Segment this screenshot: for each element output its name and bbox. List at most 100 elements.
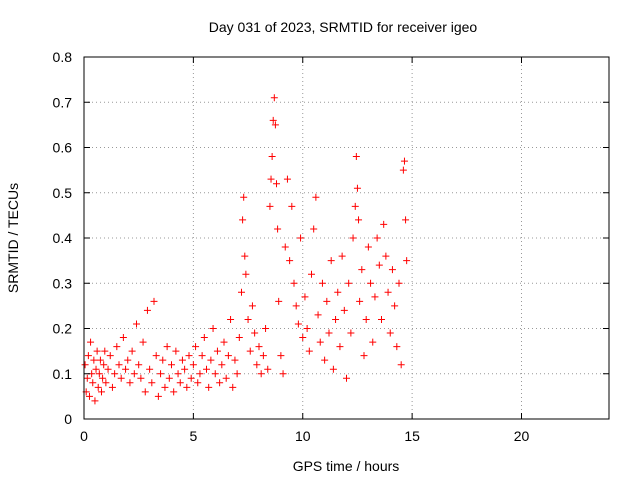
data-point [290,279,298,287]
data-point [174,370,182,378]
data-point [200,334,208,342]
data-point [294,320,302,328]
data-point [270,94,278,102]
data-point [227,315,235,323]
data-point [239,216,247,224]
data-point [216,379,224,387]
data-point [231,356,239,364]
data-point [154,392,162,400]
data-point [391,302,399,310]
data-point [345,279,353,287]
data-point [89,379,97,387]
data-point [269,116,277,124]
data-point [170,388,178,396]
data-point [266,202,274,210]
data-point [117,374,125,382]
data-point [301,293,309,301]
data-point [87,338,95,346]
y-tick-label: 0.8 [53,49,73,65]
data-point [205,383,213,391]
data-point [323,297,331,305]
data-point [393,343,401,351]
data-point [380,220,388,228]
data-point [161,383,169,391]
data-point [360,352,368,360]
data-point [362,315,370,323]
data-point [397,361,405,369]
data-point [403,257,411,265]
data-point [242,270,250,278]
data-point [196,370,204,378]
y-tick-label: 0.7 [53,94,73,110]
data-point [351,202,359,210]
data-point [224,352,232,360]
data-point [139,338,147,346]
data-point [386,329,394,337]
data-point [340,306,348,314]
data-point [90,356,98,364]
data-point [308,270,315,278]
data-point [268,153,276,161]
data-point [194,379,202,387]
data-point [137,374,145,382]
data-point [271,121,279,129]
data-point [135,361,143,369]
data-point [277,352,285,360]
data-point [111,370,119,378]
data-point [399,166,407,174]
data-point [343,374,350,382]
data-point [106,352,114,360]
data-point [316,338,324,346]
data-point [402,216,410,224]
data-point [367,279,375,287]
data-point [159,356,167,364]
data-point [336,343,344,351]
y-tick-label: 0 [64,411,72,427]
y-tick-label: 0.5 [53,185,73,201]
data-point [102,379,110,387]
data-point [189,361,197,369]
data-point [198,352,206,360]
data-point [104,365,112,373]
data-point [349,234,357,242]
data-point [292,302,300,310]
data-point [183,383,191,391]
data-point [95,370,103,378]
y-tick-label: 0.2 [53,321,73,337]
data-point [338,252,346,260]
data-point [93,347,101,355]
x-tick-label: 5 [189,428,197,444]
data-point [181,365,189,373]
data-point [211,370,219,378]
data-point [92,365,100,373]
data-point [152,352,160,360]
data-point [259,352,267,360]
data-point [96,356,104,364]
data-point [321,356,329,364]
data-point [384,288,392,296]
data-point [115,361,123,369]
data-point [273,180,280,188]
x-tick-label: 15 [404,428,420,444]
data-point [275,297,283,305]
x-tick-label: 10 [295,428,311,444]
data-point [229,383,237,391]
data-point [373,234,381,242]
data-point [128,347,136,355]
data-point [113,343,121,351]
data-point [81,361,89,369]
data-point [318,279,326,287]
data-point [165,374,173,382]
data-point [176,379,184,387]
data-points [81,94,411,405]
data-point [274,225,282,233]
data-point [148,379,156,387]
data-point [369,338,377,346]
y-tick-label: 0.6 [53,140,73,156]
y-tick-label: 0.3 [53,275,73,291]
data-point [382,252,390,260]
data-point [356,297,364,305]
data-point [283,175,291,183]
